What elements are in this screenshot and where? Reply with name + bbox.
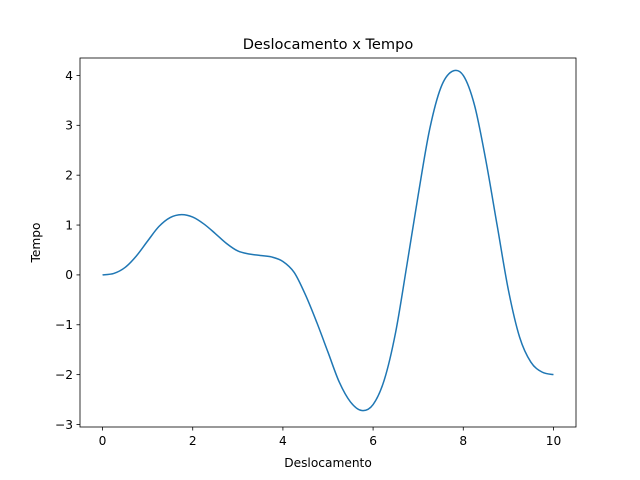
x-tick-label: 10 — [546, 434, 562, 448]
y-tick-label: 0 — [65, 268, 73, 282]
x-axis-ticks: 0 2 4 6 8 10 — [99, 427, 562, 448]
x-tick-label: 8 — [459, 434, 467, 448]
y-tick-label: 1 — [65, 218, 73, 232]
x-tick-label: 2 — [189, 434, 197, 448]
y-axis-label: Tempo — [29, 223, 43, 264]
y-axis-ticks: −3 −2 −1 0 1 2 3 4 — [55, 69, 80, 432]
plot-area — [102, 69, 554, 412]
y-tick-label: 2 — [65, 168, 73, 182]
x-tick-label: 4 — [279, 434, 287, 448]
y-tick-label: −2 — [55, 368, 73, 382]
x-tick-label: 0 — [99, 434, 107, 448]
series-line-1 — [102, 69, 554, 412]
y-tick-label: −1 — [55, 318, 73, 332]
y-tick-label: 3 — [65, 119, 73, 133]
x-axis-label: Deslocamento — [284, 456, 372, 470]
y-tick-label: −3 — [55, 418, 73, 432]
x-tick-label: 6 — [369, 434, 377, 448]
chart-title: Deslocamento x Tempo — [243, 36, 414, 53]
y-tick-label: 4 — [65, 69, 73, 83]
axes-frame — [79, 57, 577, 428]
